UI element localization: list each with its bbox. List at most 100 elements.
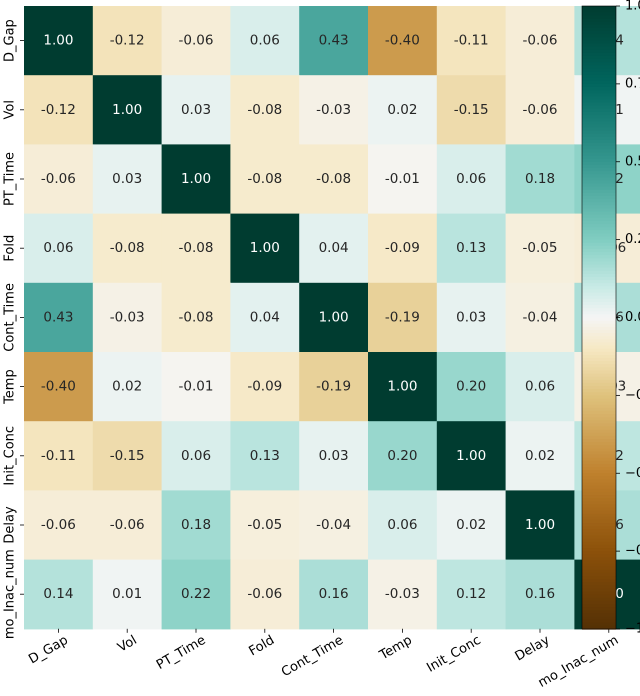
colorbar-segment — [582, 420, 616, 425]
cell-value-label: -0.05 — [523, 240, 558, 256]
heatmap-cell — [505, 144, 575, 215]
cell-value-label: 0.03 — [181, 102, 211, 118]
colorbar-segment — [582, 354, 616, 359]
colorbar-segment — [582, 90, 616, 94]
colorbar-segment — [582, 373, 616, 378]
colorbar-segment — [582, 404, 616, 409]
colorbar-segment — [582, 529, 616, 534]
colorbar-segment — [582, 146, 616, 150]
colorbar-segment — [582, 582, 616, 586]
x-tick-label: Temp — [376, 633, 414, 664]
cell-value-label: -0.03 — [385, 586, 420, 602]
colorbar-segment — [582, 220, 616, 225]
colorbar-segment — [582, 485, 616, 490]
colorbar-segment — [582, 99, 616, 104]
heatmap-cell — [161, 352, 231, 422]
colorbar-tick-label: 1.00 — [625, 0, 640, 14]
heatmap-cell — [24, 421, 94, 491]
colorbar-segment — [582, 476, 616, 481]
colorbar-segment — [582, 504, 616, 509]
colorbar-segment — [582, 214, 616, 219]
colorbar-segment — [582, 457, 616, 462]
cell-value-label: 0.03 — [456, 309, 486, 325]
colorbar-segment — [582, 102, 616, 107]
heatmap-cell — [299, 421, 369, 491]
heatmap-cell — [230, 213, 300, 284]
cell-value-label: -0.08 — [247, 102, 282, 118]
colorbar-segment — [582, 560, 616, 565]
colorbar-tick-label: −0.75 — [625, 544, 640, 559]
colorbar-segment — [582, 139, 616, 144]
colorbar-segment — [582, 62, 616, 66]
colorbar-segment — [582, 538, 616, 543]
colorbar: 1.00 0.75 0.50 0.25 0.00 −0.25 −0.50 −0.75 −1.00 — [581, 0, 640, 637]
colorbar-segment — [582, 189, 616, 194]
colorbar-segment — [582, 535, 616, 540]
colorbar-segment — [582, 171, 616, 175]
colorbar-segment — [582, 202, 616, 206]
cell-value-label: 1.00 — [525, 517, 555, 533]
colorbar-segment — [582, 339, 616, 344]
colorbar-segment — [582, 273, 616, 278]
colorbar-segment — [582, 523, 616, 527]
heatmap-cell — [368, 75, 438, 145]
heatmap-cell — [436, 421, 507, 491]
colorbar-tick-label: 0.25 — [625, 232, 640, 247]
colorbar-segment — [582, 143, 616, 147]
colorbar-segment — [582, 448, 616, 453]
heatmap-cell — [92, 75, 163, 145]
heatmap-cell — [230, 559, 300, 630]
colorbar-segment — [582, 183, 616, 188]
colorbar-segment — [582, 233, 616, 238]
colorbar-segment — [582, 357, 616, 362]
colorbar-segment — [582, 467, 616, 471]
cell-value-label: 0.20 — [456, 379, 486, 395]
colorbar-segment — [582, 111, 616, 116]
cell-value-label: 1.00 — [456, 448, 486, 464]
heatmap-cell — [505, 213, 575, 284]
heatmap-cell — [24, 213, 94, 284]
heatmap-cell — [92, 213, 163, 284]
colorbar-segment — [582, 77, 616, 82]
y-tick-label: Temp — [3, 369, 18, 405]
y-tick-label: Cont_Time — [3, 283, 18, 352]
colorbar-segment — [582, 180, 616, 185]
cell-value-label: 0.01 — [112, 586, 142, 602]
colorbar-segment — [582, 336, 616, 340]
heatmap-cell — [24, 490, 94, 561]
colorbar-segment — [582, 121, 616, 125]
colorbar-segment — [582, 491, 616, 496]
cell-value-label: -0.11 — [41, 448, 76, 464]
colorbar-segment — [582, 292, 616, 297]
heatmap-cell — [368, 352, 438, 422]
colorbar-segment — [582, 270, 616, 275]
colorbar-segment — [582, 429, 616, 434]
colorbar-segment — [582, 604, 616, 608]
colorbar-segment — [582, 71, 616, 76]
colorbar-segment — [582, 407, 616, 412]
colorbar-segment — [582, 105, 616, 110]
heatmap-cell-labels: 1.00 -0.12 -0.06 0.06 0.43 -0.40 -0.11 -0.06 0.1… — [41, 33, 626, 603]
cell-value-label: -0.04 — [316, 517, 351, 533]
colorbar-segment — [582, 305, 616, 309]
colorbar-segment — [582, 308, 616, 312]
colorbar-segment — [582, 34, 616, 38]
heatmap-cell — [299, 352, 369, 422]
heatmap-cell — [92, 490, 163, 561]
colorbar-segment — [582, 432, 616, 437]
colorbar-segment — [582, 264, 616, 269]
cell-value-label: -0.12 — [110, 33, 145, 49]
heatmap-cell — [505, 559, 575, 630]
heatmap-cell — [161, 213, 231, 284]
heatmap-cell — [161, 490, 231, 561]
cell-value-label: 0.04 — [319, 240, 349, 256]
colorbar-segment — [582, 594, 616, 599]
colorbar-segment — [582, 401, 616, 406]
colorbar-segment — [582, 283, 616, 287]
colorbar-segment — [582, 451, 616, 456]
cell-value-label: -0.08 — [179, 240, 214, 256]
colorbar-segment — [582, 498, 616, 502]
heatmap-cell — [92, 352, 163, 422]
colorbar-segment — [582, 152, 616, 157]
colorbar-segment — [582, 438, 616, 443]
